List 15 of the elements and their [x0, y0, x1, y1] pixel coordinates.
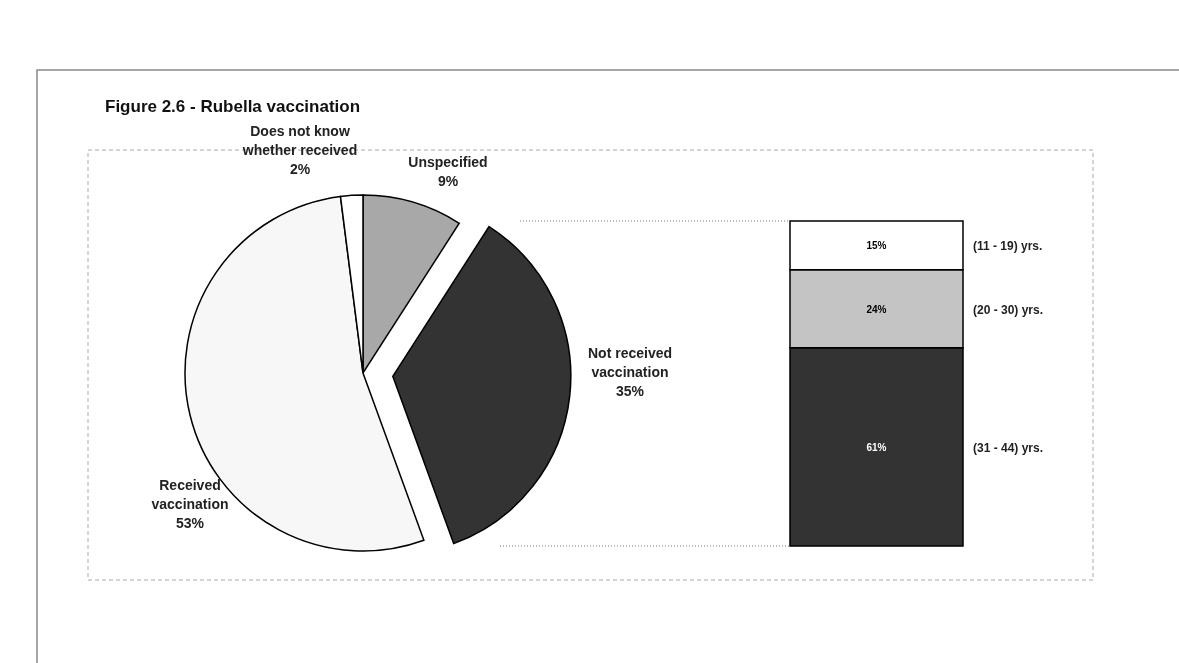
- data-label: 24%: [866, 303, 887, 315]
- data-label: 9%: [437, 173, 459, 189]
- slice-label: Received vaccination: [151, 477, 229, 512]
- series-label: (20 - 30) yrs.: [973, 302, 1044, 317]
- slice-label: Does not know whether received: [241, 123, 358, 158]
- series-label: (31 - 44) yrs.: [973, 440, 1044, 455]
- data-label: 2%: [289, 161, 311, 177]
- series-label: (11 - 19) yrs.: [973, 239, 1043, 254]
- data-label: 53%: [175, 515, 205, 531]
- data-label: 15%: [866, 240, 887, 252]
- slice-label: Not received vaccination: [587, 345, 673, 380]
- data-label: 61%: [866, 441, 887, 453]
- data-label: 35%: [615, 383, 645, 399]
- chart-title: Figure 2.6 - Rubella vaccination: [105, 97, 361, 116]
- slice-label: Unspecified: [408, 154, 488, 170]
